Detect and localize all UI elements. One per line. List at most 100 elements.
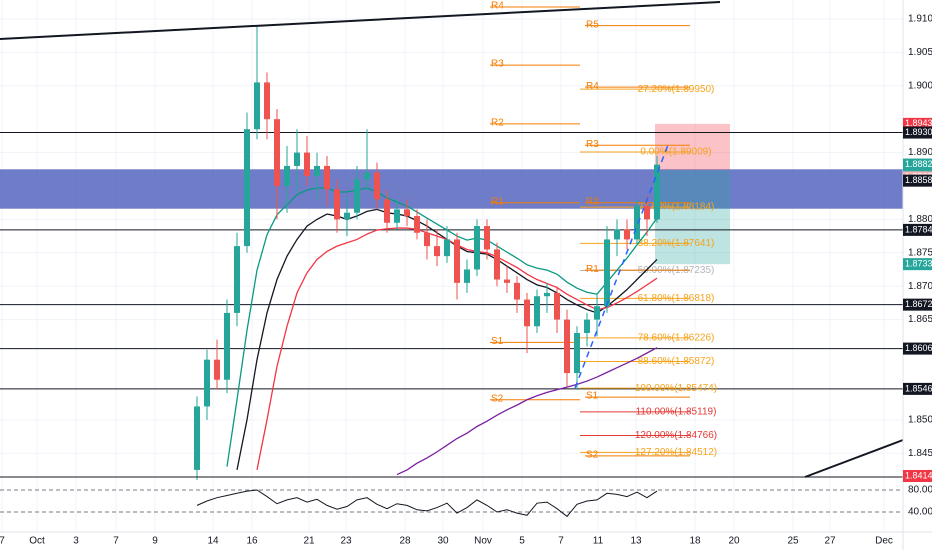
x-tick-label: Dec bbox=[875, 536, 893, 547]
pivot-label: R4 bbox=[586, 81, 599, 92]
price-tag-label: 1.87843 bbox=[905, 224, 932, 234]
fib-label: 61.80%(1.86818) bbox=[638, 293, 715, 304]
candle-body bbox=[614, 229, 620, 240]
moving-average bbox=[396, 347, 658, 476]
x-tick-label: Nov bbox=[474, 536, 492, 547]
pivot-label: S1 bbox=[586, 391, 599, 402]
pivot-label: R1 bbox=[586, 264, 599, 275]
candle-body bbox=[464, 269, 470, 283]
candle-body bbox=[214, 359, 220, 380]
price-tag-label: 1.87330 bbox=[905, 259, 932, 269]
fib-label: 23.60%(1.88184) bbox=[638, 202, 715, 213]
x-tick-label: 7 bbox=[113, 536, 119, 547]
candle-body bbox=[304, 152, 310, 176]
candle-body bbox=[654, 164, 660, 220]
candle-body bbox=[324, 165, 330, 190]
candle-body bbox=[644, 206, 650, 220]
candle-body bbox=[234, 246, 240, 313]
price-tag bbox=[903, 258, 932, 271]
x-tick-label: 27 bbox=[824, 536, 836, 547]
y-tick-label: 1.91000 bbox=[908, 14, 932, 25]
pivot-label: R5 bbox=[586, 19, 599, 30]
pivot-label: R4 bbox=[491, 1, 504, 12]
grid bbox=[0, 0, 903, 532]
candle-body bbox=[244, 129, 250, 247]
price-tag-label: 1.89300 bbox=[905, 127, 932, 137]
x-tick-label: 7 bbox=[558, 536, 564, 547]
target-zone bbox=[655, 169, 730, 265]
candle-body bbox=[254, 82, 260, 130]
pivot-label: R3 bbox=[491, 59, 504, 70]
price-tag bbox=[903, 126, 932, 139]
candle-body bbox=[574, 332, 580, 374]
candle-body bbox=[484, 226, 490, 250]
candle-body bbox=[564, 319, 570, 374]
trend-line bbox=[804, 439, 904, 478]
x-tick-label: 21 bbox=[303, 536, 315, 547]
candle-body bbox=[494, 249, 500, 280]
fib-label: 100.00%(1.85474) bbox=[635, 383, 717, 394]
candle-body bbox=[344, 212, 350, 220]
y-tick-label: 1.84500 bbox=[908, 448, 932, 459]
price-tag bbox=[903, 298, 932, 311]
candle-body bbox=[364, 172, 370, 180]
candle-body bbox=[434, 246, 440, 257]
x-tick-label: 16 bbox=[246, 536, 258, 547]
candle-body bbox=[544, 292, 550, 297]
candle-body bbox=[404, 209, 410, 217]
moving-average bbox=[226, 187, 658, 467]
price-tag-label: 1.88580 bbox=[905, 175, 932, 185]
x-tick-label: 25 bbox=[787, 536, 799, 547]
candle-body bbox=[534, 296, 540, 327]
price-tag-label: 1.85463 bbox=[905, 383, 932, 393]
price-tag bbox=[903, 382, 932, 395]
candle-body bbox=[204, 359, 210, 407]
y-tick-label: 1.90500 bbox=[908, 47, 932, 58]
x-tick-label: 13 bbox=[630, 536, 642, 547]
rsi-tick-label: 80.00 bbox=[908, 485, 932, 496]
candle-body bbox=[584, 319, 590, 333]
x-tick-label: 14 bbox=[207, 536, 219, 547]
x-tick-label: 7 bbox=[0, 536, 5, 547]
candle-body bbox=[524, 299, 530, 327]
x-tick-label: 20 bbox=[728, 536, 740, 547]
fib-label: 0.00%(1.89009) bbox=[640, 147, 711, 158]
fib-label: 78.60%(1.86226) bbox=[638, 333, 715, 344]
price-tag bbox=[903, 223, 932, 236]
price-tag bbox=[903, 174, 932, 187]
candle-body bbox=[624, 229, 630, 240]
price-tag bbox=[903, 470, 932, 482]
candle-body bbox=[414, 216, 420, 233]
x-tick-label: 23 bbox=[340, 536, 352, 547]
rsi-line bbox=[196, 489, 658, 518]
candle-body bbox=[514, 282, 520, 300]
candle-body bbox=[374, 172, 380, 200]
price-tag-label: 1.86724 bbox=[905, 299, 932, 309]
candle-body bbox=[264, 82, 270, 120]
candle-body bbox=[284, 165, 290, 186]
x-tick-label: 11 bbox=[593, 536, 604, 547]
fib-label: 110.00%(1.85119) bbox=[636, 407, 717, 418]
x-tick-label: 18 bbox=[689, 536, 701, 547]
candle-body bbox=[594, 306, 600, 320]
pivot-label: R1 bbox=[491, 196, 504, 207]
plot bbox=[194, 25, 660, 518]
y-tick-label: 1.87500 bbox=[908, 247, 932, 258]
x-tick-label: 28 bbox=[399, 536, 411, 547]
fib-label: 127.20%(1.84512) bbox=[635, 447, 717, 458]
y-tick-label: 1.88000 bbox=[908, 214, 932, 225]
candle-body bbox=[474, 226, 480, 270]
price-tag-label: 1.84142 bbox=[905, 470, 932, 480]
pivot-label: S2 bbox=[586, 450, 599, 461]
supply-zone bbox=[0, 169, 903, 209]
fib-label: 38.20%(1.87641) bbox=[638, 238, 715, 249]
drawings: 27.20%(1.89950) 0.00%(1.89009) 23.60%(1.88… bbox=[0, 1, 903, 461]
y-tick-label: 1.85000 bbox=[908, 414, 932, 425]
candle-body bbox=[274, 119, 280, 186]
fib-label: 120.00%(1.84766) bbox=[635, 430, 717, 441]
y-tick-label: 1.86500 bbox=[908, 314, 932, 325]
fib-label: 88.60%(1.85872) bbox=[638, 356, 715, 367]
candle-body bbox=[454, 239, 460, 283]
